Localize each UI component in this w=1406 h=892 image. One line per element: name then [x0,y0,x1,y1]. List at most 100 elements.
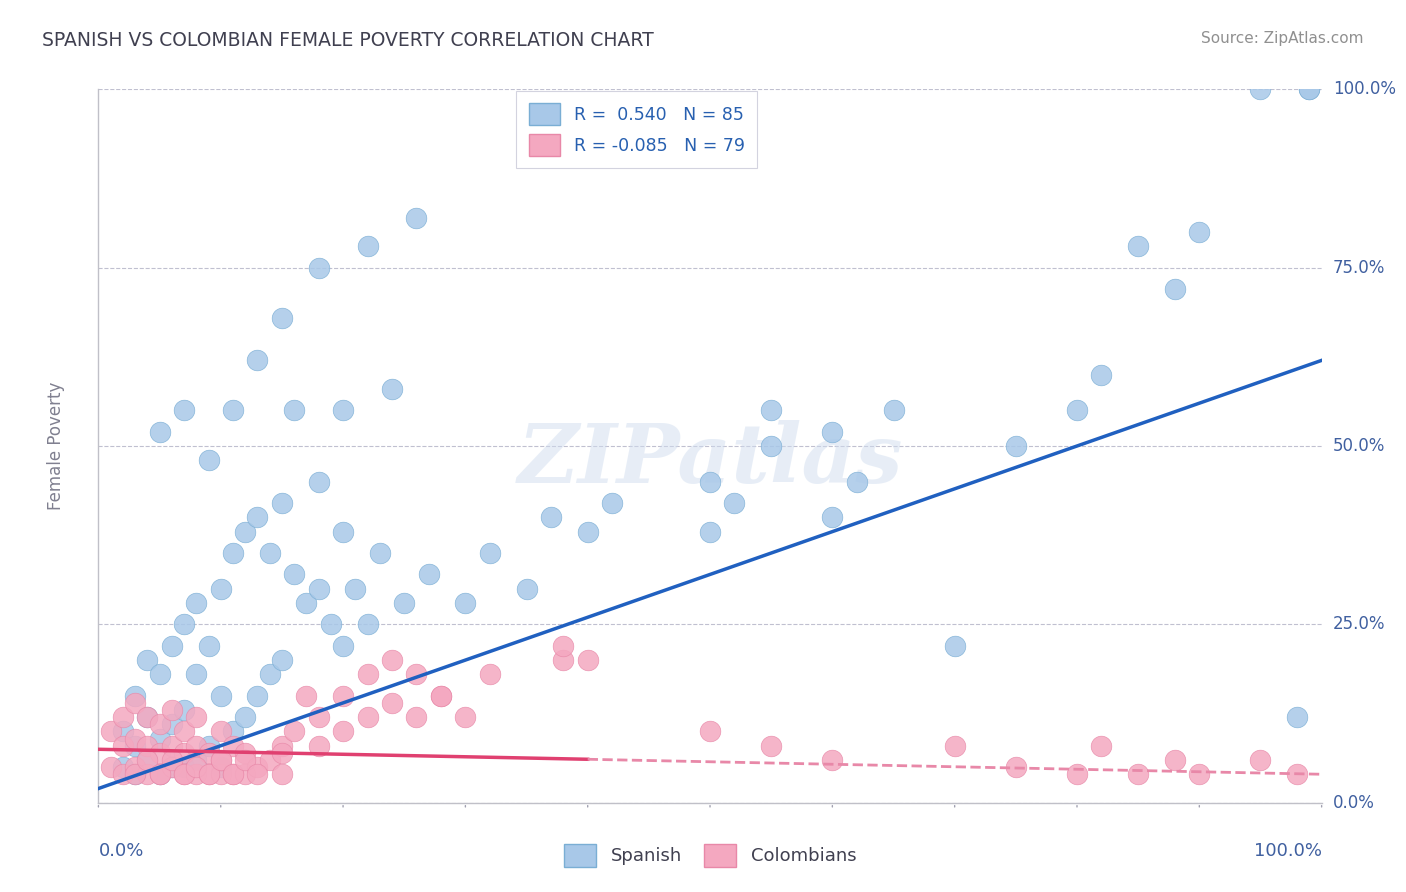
Point [186,667,208,681]
Point [160,760,183,774]
Point [136,653,159,667]
Point [699,724,721,739]
Point [124,760,146,774]
Point [1090,739,1112,753]
Text: ZIPatlas: ZIPatlas [517,420,903,500]
Point [283,403,305,417]
Point [197,767,219,781]
Point [319,617,342,632]
Point [160,760,183,774]
Point [1004,760,1026,774]
Point [699,475,721,489]
Point [222,724,245,739]
Point [233,753,256,767]
Point [173,724,195,739]
Point [368,546,391,560]
Point [821,510,844,524]
Point [173,703,195,717]
Point [136,710,159,724]
Point [136,753,159,767]
Point [246,510,269,524]
Point [332,403,354,417]
Point [222,767,245,781]
Point [515,582,537,596]
Point [270,767,294,781]
Point [124,731,146,746]
Point [1066,403,1088,417]
Point [430,689,453,703]
Point [308,739,330,753]
Point [405,211,427,225]
Point [209,689,232,703]
Point [124,689,146,703]
Point [845,475,868,489]
Point [233,767,256,781]
Point [1188,767,1211,781]
Point [124,767,146,781]
Point [160,717,183,731]
Point [259,667,281,681]
Text: 0.0%: 0.0% [98,842,143,860]
Point [149,767,172,781]
Point [1128,767,1150,781]
Point [173,403,195,417]
Point [149,746,172,760]
Point [233,710,256,724]
Point [186,739,208,753]
Point [222,546,245,560]
Point [283,724,305,739]
Point [295,596,318,610]
Point [222,739,245,753]
Point [173,767,195,781]
Point [1004,439,1026,453]
Point [600,496,623,510]
Point [1164,753,1187,767]
Point [381,653,404,667]
Point [222,767,245,781]
Point [173,746,195,760]
Point [149,425,172,439]
Point [246,767,269,781]
Point [553,639,575,653]
Point [1249,82,1271,96]
Text: 0.0%: 0.0% [1333,794,1375,812]
Point [1298,82,1320,96]
Point [111,760,134,774]
Point [149,731,172,746]
Point [136,767,159,781]
Point [173,617,195,632]
Point [111,710,134,724]
Point [1128,239,1150,253]
Text: Female Poverty: Female Poverty [46,382,65,510]
Point [332,689,354,703]
Point [186,760,208,774]
Point [197,746,219,760]
Point [173,767,195,781]
Text: 100.0%: 100.0% [1254,842,1322,860]
Point [308,582,330,596]
Text: 100.0%: 100.0% [1333,80,1396,98]
Point [943,639,966,653]
Point [270,653,294,667]
Point [1286,710,1309,724]
Point [209,753,232,767]
Point [356,710,378,724]
Point [454,710,477,724]
Point [761,403,783,417]
Point [356,239,378,253]
Point [576,524,599,539]
Point [344,582,367,596]
Point [1090,368,1112,382]
Point [136,753,159,767]
Point [308,260,330,275]
Point [308,475,330,489]
Point [356,667,378,681]
Point [553,653,575,667]
Point [111,767,134,781]
Text: 75.0%: 75.0% [1333,259,1385,277]
Point [160,639,183,653]
Point [197,453,219,467]
Point [418,567,440,582]
Point [246,689,269,703]
Point [124,696,146,710]
